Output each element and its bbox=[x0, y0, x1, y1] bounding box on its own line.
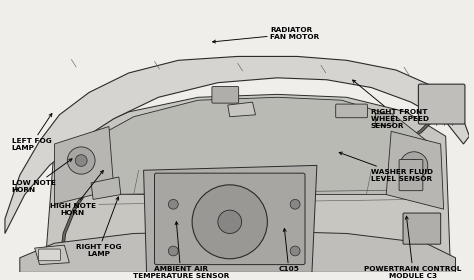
Circle shape bbox=[290, 246, 300, 256]
Polygon shape bbox=[5, 57, 469, 234]
FancyBboxPatch shape bbox=[336, 104, 367, 118]
Circle shape bbox=[218, 210, 242, 234]
Circle shape bbox=[290, 199, 300, 209]
FancyBboxPatch shape bbox=[38, 249, 60, 261]
Text: RIGHT FRONT
WHEEL SPEED
SENSOR: RIGHT FRONT WHEEL SPEED SENSOR bbox=[353, 80, 429, 129]
FancyBboxPatch shape bbox=[375, 114, 393, 125]
Polygon shape bbox=[55, 127, 114, 204]
Text: RADIATOR
FAN MOTOR: RADIATOR FAN MOTOR bbox=[213, 27, 319, 43]
Text: RIGHT FOG
LAMP: RIGHT FOG LAMP bbox=[76, 197, 121, 257]
Circle shape bbox=[67, 147, 95, 174]
FancyBboxPatch shape bbox=[403, 213, 441, 244]
Text: LOW NOTE
HORN: LOW NOTE HORN bbox=[12, 159, 72, 193]
Circle shape bbox=[168, 246, 178, 256]
Text: C105: C105 bbox=[278, 228, 299, 272]
Polygon shape bbox=[84, 97, 431, 195]
Text: AMBIENT AIR
TEMPERATURE SENSOR: AMBIENT AIR TEMPERATURE SENSOR bbox=[133, 222, 229, 279]
FancyBboxPatch shape bbox=[155, 173, 305, 265]
Circle shape bbox=[408, 160, 420, 171]
Polygon shape bbox=[35, 245, 69, 265]
FancyBboxPatch shape bbox=[399, 160, 423, 191]
Circle shape bbox=[168, 199, 178, 209]
FancyBboxPatch shape bbox=[212, 87, 238, 103]
Text: WASHER FLUID
LEVEL SENSOR: WASHER FLUID LEVEL SENSOR bbox=[339, 152, 433, 182]
Polygon shape bbox=[144, 165, 317, 272]
Text: POWERTRAIN CONTROL
MODULE C3: POWERTRAIN CONTROL MODULE C3 bbox=[365, 216, 462, 279]
Polygon shape bbox=[386, 131, 444, 209]
FancyBboxPatch shape bbox=[419, 84, 465, 124]
Polygon shape bbox=[228, 102, 255, 117]
Text: LEFT FOG
LAMP: LEFT FOG LAMP bbox=[12, 113, 52, 151]
Polygon shape bbox=[20, 232, 456, 272]
Polygon shape bbox=[91, 177, 121, 199]
Circle shape bbox=[192, 185, 267, 259]
Circle shape bbox=[75, 155, 87, 166]
Text: HIGH NOTE
HORN: HIGH NOTE HORN bbox=[50, 171, 103, 216]
Polygon shape bbox=[45, 94, 451, 272]
Circle shape bbox=[400, 152, 428, 179]
